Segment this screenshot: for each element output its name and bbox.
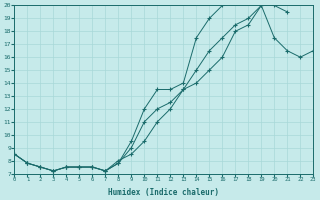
X-axis label: Humidex (Indice chaleur): Humidex (Indice chaleur) — [108, 188, 220, 197]
